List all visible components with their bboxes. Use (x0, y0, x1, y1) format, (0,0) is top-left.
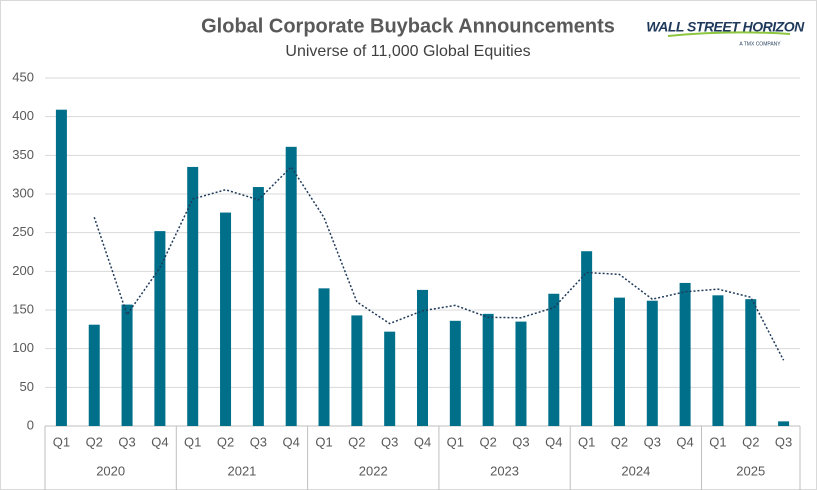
y-tick-label: 400 (12, 108, 34, 123)
group-label: 2021 (227, 463, 256, 478)
bar (220, 212, 232, 426)
y-tick-label: 350 (12, 147, 34, 162)
group-label: 2022 (359, 463, 388, 478)
bar (745, 299, 757, 426)
y-tick-label: 0 (27, 417, 34, 432)
moving-average-line (93, 165, 785, 361)
x-tick-label: Q2 (479, 434, 496, 449)
bar (581, 251, 593, 426)
x-tick-label: Q3 (775, 434, 792, 449)
chart-subtitle: Universe of 11,000 Global Equities (285, 43, 530, 60)
x-tick-label: Q1 (578, 434, 595, 449)
bar (778, 421, 790, 426)
chart-title: Global Corporate Buyback Announcements (201, 15, 615, 37)
x-tick-label: Q4 (151, 434, 168, 449)
y-tick-label: 450 (12, 69, 34, 84)
x-tick-label: Q2 (217, 434, 234, 449)
bar (613, 297, 625, 426)
bar (548, 293, 560, 426)
x-tick-label: Q1 (709, 434, 726, 449)
x-tick-label: Q2 (86, 434, 103, 449)
bar (121, 304, 133, 426)
x-tick-label: Q3 (250, 434, 267, 449)
x-tick-label: Q2 (611, 434, 628, 449)
bar (252, 187, 264, 426)
bar (384, 331, 396, 426)
bar (712, 295, 724, 426)
bar (187, 166, 199, 426)
logo-tagline: A TMX COMPANY (739, 41, 781, 47)
x-tick-label: Q2 (348, 434, 365, 449)
x-tick-label: Q2 (742, 434, 759, 449)
bar (449, 320, 461, 426)
x-tick-label: Q3 (381, 434, 398, 449)
x-tick-label: Q3 (118, 434, 135, 449)
y-tick-label: 250 (12, 224, 34, 239)
x-tick-label: Q3 (644, 434, 661, 449)
x-tick-label: Q1 (447, 434, 464, 449)
group-label: 2025 (736, 463, 765, 478)
y-tick-label: 50 (20, 379, 34, 394)
logo-name: WALL STREET HORIZON (646, 19, 805, 35)
x-tick-label: Q1 (53, 434, 70, 449)
y-tick-label: 200 (12, 263, 34, 278)
bar (88, 324, 100, 426)
logo-swoosh (667, 31, 791, 37)
x-tick-label: Q1 (184, 434, 201, 449)
bar (646, 300, 658, 426)
bar (55, 109, 67, 426)
bar (154, 231, 166, 426)
bar (515, 321, 527, 426)
bar (482, 313, 494, 426)
y-tick-label: 300 (12, 185, 34, 200)
y-tick-label: 100 (12, 340, 34, 355)
bar (417, 289, 428, 426)
x-tick-label: Q1 (315, 434, 332, 449)
y-tick-label: 150 (12, 301, 34, 316)
bar (679, 282, 691, 426)
bar (285, 146, 297, 426)
group-label: 2023 (490, 463, 519, 478)
x-tick-label: Q4 (676, 434, 693, 449)
group-label: 2024 (621, 463, 650, 478)
bar (351, 315, 363, 426)
x-tick-label: Q3 (512, 434, 529, 449)
bar (318, 288, 330, 426)
x-tick-label: Q4 (414, 434, 431, 449)
x-tick-label: Q4 (283, 434, 300, 449)
x-tick-label: Q4 (545, 434, 562, 449)
group-label: 2020 (96, 463, 125, 478)
